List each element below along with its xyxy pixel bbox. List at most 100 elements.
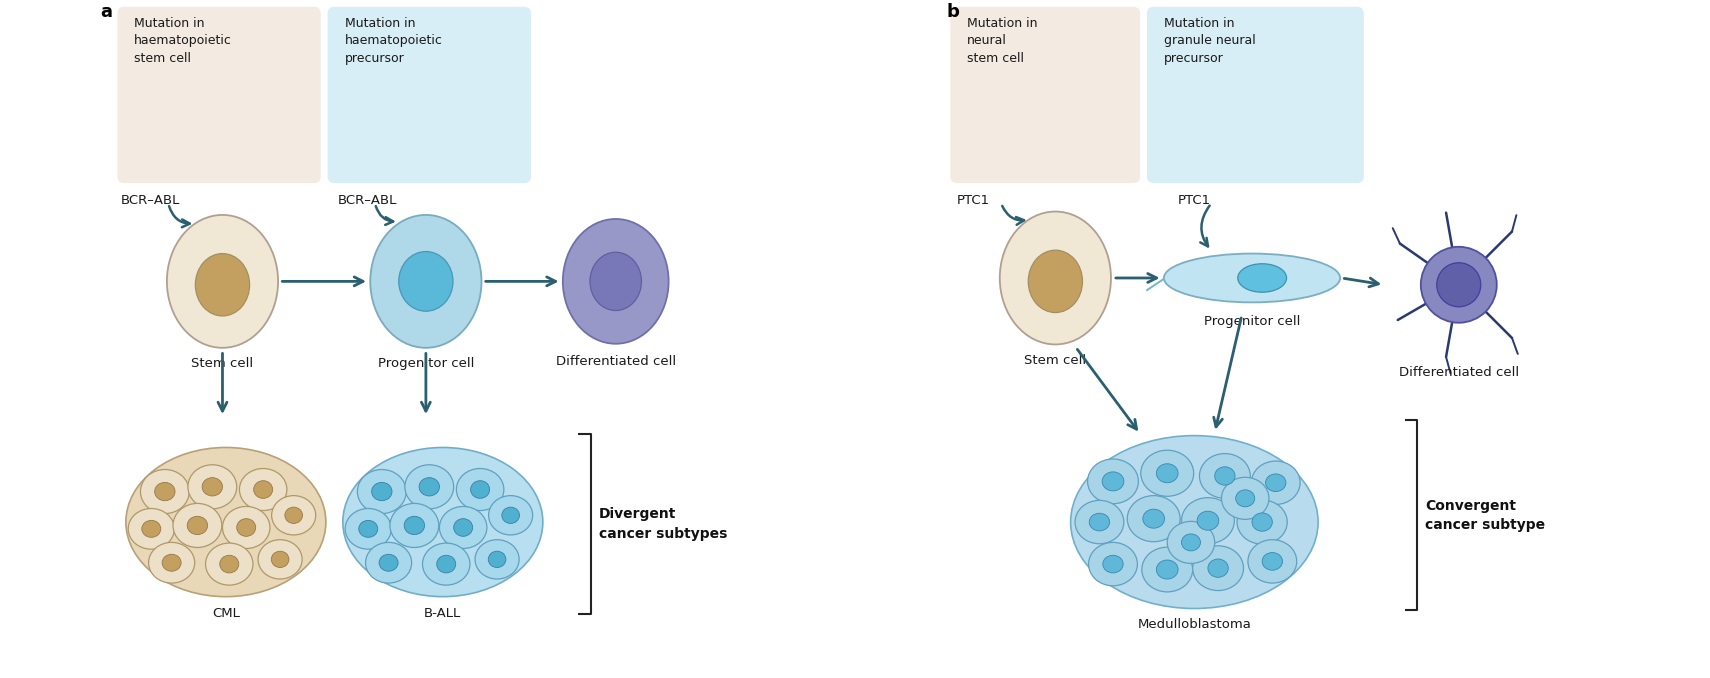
Ellipse shape [272,551,289,567]
Ellipse shape [436,555,455,573]
Ellipse shape [405,465,453,508]
Text: Stem cell: Stem cell [1024,354,1086,367]
Ellipse shape [205,543,253,585]
Ellipse shape [501,507,520,523]
Ellipse shape [1221,477,1269,519]
Text: Divergent
cancer subtypes: Divergent cancer subtypes [598,507,727,540]
Ellipse shape [590,252,641,311]
Ellipse shape [457,468,504,511]
Ellipse shape [253,481,272,498]
Text: Mutation in
haematopoietic
stem cell: Mutation in haematopoietic stem cell [135,17,233,65]
Ellipse shape [1127,496,1180,542]
Ellipse shape [453,519,472,536]
FancyBboxPatch shape [328,7,532,183]
Text: Differentiated cell: Differentiated cell [556,355,675,367]
Ellipse shape [173,503,222,548]
Ellipse shape [357,469,407,514]
FancyBboxPatch shape [118,7,321,183]
Ellipse shape [188,465,236,508]
Ellipse shape [127,447,327,597]
Ellipse shape [239,468,287,511]
Ellipse shape [1089,542,1137,586]
Ellipse shape [140,469,190,514]
Text: B-ALL: B-ALL [424,607,462,620]
Ellipse shape [168,215,279,348]
Text: Progenitor cell: Progenitor cell [1204,315,1300,328]
Ellipse shape [470,481,489,498]
Ellipse shape [202,478,222,496]
Ellipse shape [1182,534,1200,551]
Ellipse shape [1199,454,1250,498]
Ellipse shape [236,519,256,536]
Ellipse shape [489,496,532,535]
Ellipse shape [380,555,398,571]
Text: a: a [101,3,113,22]
Text: b: b [947,3,959,22]
Ellipse shape [475,540,520,579]
Ellipse shape [1214,467,1235,485]
Ellipse shape [1156,560,1178,579]
FancyBboxPatch shape [951,7,1141,183]
Ellipse shape [1248,540,1296,583]
Ellipse shape [390,503,439,548]
Ellipse shape [1236,490,1255,507]
Ellipse shape [128,508,174,549]
Ellipse shape [221,555,239,573]
Text: Mutation in
granule neural
precursor: Mutation in granule neural precursor [1165,17,1255,65]
Ellipse shape [366,542,412,583]
Ellipse shape [186,517,207,534]
Ellipse shape [1142,509,1165,528]
Ellipse shape [149,542,195,583]
Text: Convergent
cancer subtype: Convergent cancer subtype [1424,498,1546,532]
Ellipse shape [1262,553,1282,570]
Ellipse shape [1070,436,1318,609]
Ellipse shape [1182,498,1235,544]
Ellipse shape [286,507,303,523]
Text: BCR–ABL: BCR–ABL [339,193,397,207]
Ellipse shape [272,496,316,535]
Ellipse shape [1142,547,1192,592]
Circle shape [1436,263,1481,306]
Text: PTC1: PTC1 [958,193,990,207]
Text: BCR–ABL: BCR–ABL [121,193,180,207]
Text: CML: CML [212,607,239,620]
Ellipse shape [1252,513,1272,532]
Ellipse shape [1192,546,1243,591]
Ellipse shape [1236,500,1288,544]
Ellipse shape [1156,464,1178,483]
Ellipse shape [1168,521,1214,563]
Ellipse shape [258,540,303,579]
Ellipse shape [195,254,250,316]
Text: Mutation in
neural
stem cell: Mutation in neural stem cell [968,17,1038,65]
Text: PTC1: PTC1 [1178,193,1211,207]
Ellipse shape [154,483,174,500]
Ellipse shape [142,521,161,537]
Ellipse shape [371,483,392,500]
Ellipse shape [1141,450,1194,496]
Text: Mutation in
haematopoietic
precursor: Mutation in haematopoietic precursor [344,17,443,65]
Ellipse shape [1197,511,1219,530]
Ellipse shape [359,521,378,537]
Ellipse shape [419,478,439,496]
Ellipse shape [1238,264,1286,292]
Ellipse shape [1103,555,1123,573]
Ellipse shape [404,517,424,534]
Ellipse shape [422,543,470,585]
Ellipse shape [1103,472,1123,491]
Ellipse shape [1207,559,1228,578]
Text: Progenitor cell: Progenitor cell [378,357,474,370]
Ellipse shape [1088,459,1139,504]
Ellipse shape [489,551,506,567]
Ellipse shape [1028,250,1082,313]
Ellipse shape [1252,461,1300,504]
Text: Medulloblastoma: Medulloblastoma [1137,618,1252,631]
Ellipse shape [1089,513,1110,531]
Ellipse shape [439,506,487,549]
Ellipse shape [342,447,542,597]
Ellipse shape [1265,474,1286,492]
Text: Differentiated cell: Differentiated cell [1399,366,1518,379]
FancyBboxPatch shape [1147,7,1365,183]
Ellipse shape [222,506,270,549]
Ellipse shape [398,252,453,311]
Ellipse shape [162,555,181,571]
